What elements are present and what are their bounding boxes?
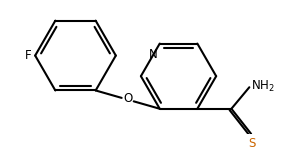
Text: F: F xyxy=(25,49,32,62)
Text: NH$_2$: NH$_2$ xyxy=(251,79,275,94)
Text: N: N xyxy=(149,48,158,61)
Text: S: S xyxy=(248,137,256,150)
Text: O: O xyxy=(123,92,132,105)
